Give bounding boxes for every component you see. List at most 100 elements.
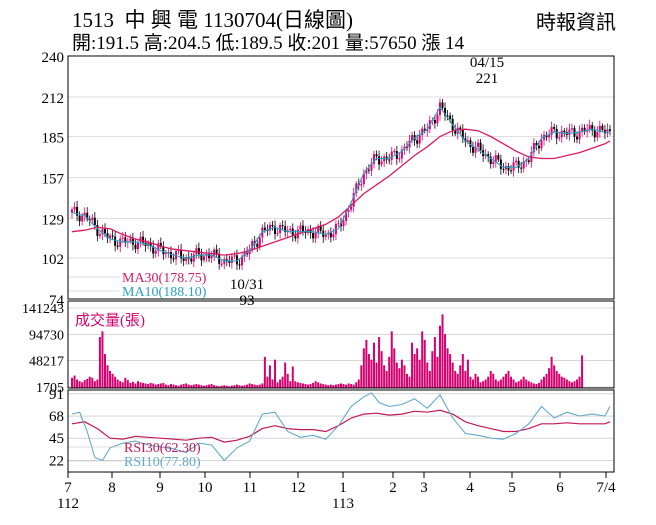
volume-bar	[436, 356, 439, 388]
candle-body	[535, 142, 538, 146]
volume-bar	[197, 384, 200, 388]
volume-bar	[256, 385, 259, 388]
candle-body	[93, 217, 96, 226]
ma10-line	[71, 106, 610, 262]
volume-bar	[319, 383, 322, 388]
candle-body	[98, 234, 101, 236]
volume-bar	[202, 385, 205, 388]
candle-body	[532, 142, 535, 153]
volume-bar	[233, 385, 236, 388]
candle-body	[86, 212, 89, 220]
volume-bar	[497, 381, 500, 388]
volume-bar	[213, 385, 216, 388]
volume-bar	[446, 348, 449, 388]
x-tick-label: 12	[291, 480, 306, 496]
volume-bar	[537, 382, 540, 388]
volume-bar	[411, 342, 414, 388]
volume-bar	[73, 375, 76, 388]
candle-body	[527, 160, 530, 162]
candle-body	[367, 169, 370, 171]
volume-bar	[337, 384, 340, 388]
candle-body	[159, 243, 162, 247]
volume-bar	[291, 366, 294, 388]
volume-tick-label: 48217	[29, 355, 64, 370]
candle-body	[124, 237, 127, 243]
volume-bar	[459, 365, 462, 388]
volume-tick-label: 94730	[29, 328, 64, 343]
volume-bar	[286, 373, 289, 388]
candle-body	[492, 161, 495, 165]
volume-bar	[91, 377, 94, 388]
volume-bar	[271, 379, 274, 388]
rsi-tick-label: 68	[49, 409, 64, 425]
candle-body	[581, 127, 584, 132]
volume-bar	[238, 385, 241, 388]
rsi-tick-label: 45	[49, 431, 64, 447]
volume-bar	[426, 362, 429, 388]
volume-bar	[152, 383, 155, 388]
rsi-legend-entry: RSI30(62.30)	[124, 441, 201, 456]
volume-bar	[205, 385, 208, 388]
volume-bar	[385, 371, 388, 388]
volume-bar	[560, 376, 563, 388]
source-label: 時報資訊	[536, 12, 616, 34]
candle-body	[537, 145, 540, 149]
candle-body	[598, 125, 601, 133]
candle-body	[510, 170, 513, 172]
volume-bar	[116, 379, 119, 388]
volume-bar	[570, 382, 573, 388]
candle-body	[405, 146, 408, 148]
candle-body	[142, 236, 145, 243]
volume-bar	[71, 377, 73, 388]
volume-bar	[461, 354, 464, 388]
price-tick-label: 102	[42, 252, 65, 268]
volume-bar	[142, 382, 145, 388]
volume-bar	[367, 354, 370, 388]
candle-body	[352, 193, 355, 207]
volume-bar	[98, 337, 101, 388]
volume-bar	[317, 382, 320, 388]
volume-bar	[576, 379, 579, 388]
price-tick-label: 212	[42, 91, 65, 107]
volume-bar	[573, 381, 576, 388]
volume-bar	[248, 383, 251, 388]
candle-body	[411, 135, 414, 141]
candle-body	[494, 155, 497, 162]
volume-bar	[139, 382, 142, 388]
volume-bar	[504, 373, 507, 388]
volume-bar	[83, 380, 86, 388]
price-panel: 240 212 185 157 129 102 74 MA30(178.75)MA10(18…	[42, 50, 615, 309]
volume-bar	[388, 356, 391, 388]
volume-bar	[393, 348, 396, 388]
price-legend: MA30(178.75)MA10(188.10)	[68, 271, 207, 300]
chart-title: 1513 中 興 電 1130704(日線圖)	[72, 8, 353, 32]
candle-body	[444, 108, 447, 116]
candle-body	[291, 228, 294, 236]
volume-bar	[228, 386, 231, 388]
candle-body	[121, 237, 124, 239]
x-tick-label: 10	[198, 480, 213, 496]
candle-body	[208, 254, 211, 259]
volume-bar	[200, 385, 203, 388]
candle-body	[461, 129, 464, 139]
rsi-legend-entry: RSI10(77.80)	[124, 455, 201, 470]
candle-body	[167, 252, 170, 254]
candle-body	[314, 232, 317, 239]
x-tick-label: 11	[243, 480, 257, 496]
volume-bar	[340, 383, 342, 388]
candle-body	[548, 134, 551, 138]
candle-body	[190, 258, 193, 262]
candle-body	[418, 134, 421, 144]
volume-bar	[365, 339, 368, 388]
x-tick-label: 5	[508, 480, 516, 496]
candle-body	[76, 206, 79, 216]
volume-bar	[88, 376, 91, 388]
volume-bar	[431, 351, 434, 388]
candle-body	[78, 215, 81, 222]
volume-bar	[555, 371, 558, 388]
candle-body	[426, 129, 429, 131]
volume-bar	[456, 373, 459, 388]
candle-body	[157, 243, 160, 251]
volume-bar	[400, 359, 403, 388]
volume-bar	[380, 351, 383, 388]
